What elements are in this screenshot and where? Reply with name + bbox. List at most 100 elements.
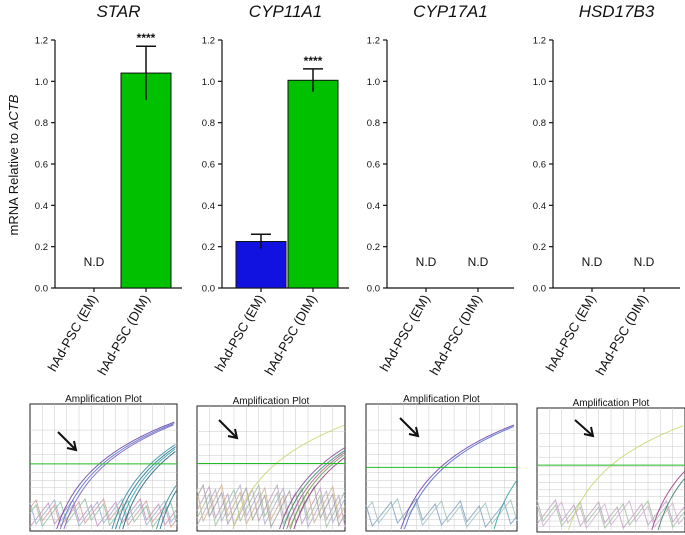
y-tick-label: 1.2 [533,36,546,47]
y-tick-label: 0.0 [202,284,215,295]
y-tick-label: 0.2 [35,242,48,253]
amplification-noise-trace [536,499,685,530]
amplification-curve [59,423,175,530]
amplification-curve [657,478,685,531]
bar [120,72,172,289]
y-tick-label: 1.2 [367,36,380,47]
amplification-noise-trace [29,497,178,529]
amplification-curve [118,448,176,530]
nd-label: N.D [84,255,105,269]
arrow-icon [218,419,238,439]
significance-label: **** [137,31,156,45]
y-tick-label: 0.0 [35,284,48,295]
amplification-curve [493,480,517,530]
y-axis-label-gene: ACTB [6,94,21,130]
amplification-curve [159,490,177,530]
amplification-curve [122,451,176,530]
amplification-curve [282,449,346,530]
amplification-plot-title: Amplification Plot [573,398,650,409]
amplification-plot-1: Amplification Plot [196,396,346,532]
y-tick-label: 0.4 [367,201,380,212]
amplification-noise-trace [536,498,685,530]
category-label: hAd-PSC (DIM) [94,292,152,378]
y-tick-label: 1.2 [35,36,48,47]
chart-1: CYP11A1 0.0 0.2 0.4 0.6 0.8 1.0 1.2 hAd-PSC (EM)… [202,2,349,378]
amplification-noise-trace [29,497,178,528]
amplification-noise-trace [29,497,178,529]
category-label: hAd-PSC (EM) [45,292,101,374]
y-axis-label: mRNA Relative to ACTB [6,94,21,235]
y-tick-label: 0.4 [533,201,546,212]
nd-label: N.D [582,255,603,269]
y-tick-label: 0.2 [533,242,546,253]
y-tick-label: 0.6 [202,160,215,171]
amplification-plots: Amplification Plot Amplification Plot Ampl… [29,394,685,533]
amplification-plot-title: Amplification Plot [233,396,310,407]
amplification-curve [111,444,176,530]
chart-title: CYP11A1 [249,2,322,21]
category-label: hAd-PSC (EM) [377,292,433,374]
y-tick-label: 0.8 [533,118,546,129]
significance-label: **** [304,54,323,68]
category-label: hAd-PSC (DIM) [261,292,319,378]
amplification-noise-trace [196,483,346,529]
amplification-noise-trace [29,497,178,528]
chart-2: CYP17A1 0.0 0.2 0.4 0.6 0.8 1.0 1.2 N.D hAd-PSC (… [367,2,514,378]
arrow-icon [57,431,77,451]
amplification-plot-0: Amplification Plot [29,394,178,532]
arrow-icon [399,417,419,437]
amplification-curve [115,446,176,530]
amplification-curve [156,485,177,530]
y-tick-label: 1.0 [367,77,380,88]
arrow-head-icon [583,426,595,438]
amplification-noise-trace [365,497,518,529]
y-tick-label: 1.0 [533,77,546,88]
y-tick-label: 1.0 [35,77,48,88]
amplification-curve [232,424,345,530]
y-tick-label: 0.0 [367,284,380,295]
y-tick-label: 0.6 [533,160,546,171]
y-tick-label: 0.4 [35,201,48,212]
bar [235,241,287,289]
category-label: hAd-PSC (EM) [543,292,599,374]
amplification-curve [279,447,345,530]
category-label: hAd-PSC (DIM) [426,292,484,378]
y-tick-label: 0.6 [35,160,48,171]
chart-3: HSD17B3 0.0 0.2 0.4 0.6 0.8 1.0 1.2 N.D hAd-PSC (… [533,2,680,378]
arrow-icon [574,419,594,437]
category-label: hAd-PSC (DIM) [592,292,650,378]
amplification-curve [286,452,345,530]
y-tick-label: 0.8 [367,118,380,129]
y-tick-label: 0.8 [202,118,215,129]
arrow-head-icon [408,426,420,438]
chart-0: STAR 0.0 0.2 0.4 0.6 0.8 1.0 1.2 N.D hAd-PSC (EM)… [35,2,182,378]
y-tick-label: 0.2 [367,242,380,253]
arrow-head-icon [227,428,239,440]
nd-label: N.D [634,255,655,269]
category-label: hAd-PSC (EM) [212,292,268,374]
amplification-plot-title: Amplification Plot [403,394,480,405]
chart-title: STAR [96,2,140,21]
y-tick-label: 0.4 [202,201,215,212]
amplification-curve [56,421,175,530]
arrow-head-icon [66,440,78,452]
amplification-curve [63,424,174,530]
bar [287,79,339,289]
amplification-noise-trace [365,497,518,529]
y-axis-label-prefix: mRNA Relative to [6,129,21,235]
y-tick-label: 0.0 [533,284,546,295]
amplification-curve [651,471,685,531]
y-tick-label: 1.0 [202,77,215,88]
amplification-noise-trace [196,483,346,529]
chart-title: CYP17A1 [413,2,488,21]
nd-label: N.D [468,255,489,269]
amplification-plot-2: Amplification Plot [365,394,518,532]
y-tick-label: 0.6 [367,160,380,171]
amplification-curve [293,457,345,530]
y-tick-label: 0.8 [35,118,48,129]
amplification-plot-3: Amplification Plot [536,398,685,533]
amplification-curve [289,454,344,530]
amplification-curve [400,424,515,530]
amplification-plot-title: Amplification Plot [65,394,142,405]
